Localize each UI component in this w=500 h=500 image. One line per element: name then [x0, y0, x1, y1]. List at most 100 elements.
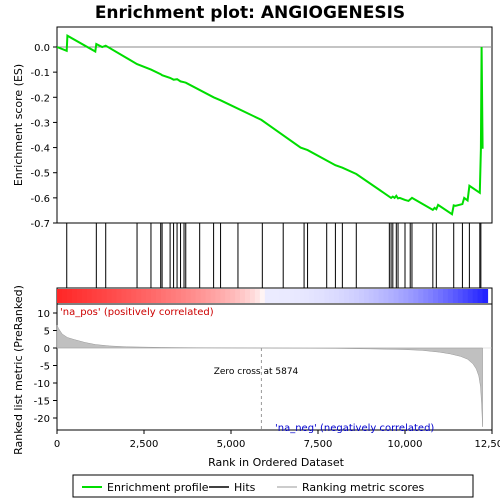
- color-bar-segment: [344, 289, 350, 303]
- color-bar-segment: [408, 289, 414, 303]
- color-bar-segment: [210, 289, 216, 303]
- color-bar-segment: [175, 289, 182, 303]
- color-bar-segment: [428, 289, 434, 303]
- color-bar-segment: [433, 289, 439, 303]
- color-bar-segment: [289, 289, 296, 303]
- rank-panel-frame: [56, 303, 493, 431]
- color-bar-segment: [131, 289, 137, 303]
- color-bar-segment: [274, 289, 281, 303]
- color-bar-segment: [477, 289, 484, 303]
- color-bar-segment: [215, 289, 221, 303]
- color-bar-segment: [358, 289, 365, 303]
- color-bar-segment: [81, 289, 88, 303]
- color-bar-segment: [462, 289, 469, 303]
- color-bar-segment: [388, 289, 395, 303]
- rank-ytick-label: 0: [44, 344, 50, 355]
- color-bar-segment: [116, 289, 122, 303]
- color-bar-segment: [66, 289, 73, 303]
- color-bar-segment: [279, 289, 286, 303]
- color-bar-segment: [418, 289, 424, 303]
- color-bar-segment: [413, 289, 419, 303]
- color-bar-segment: [457, 289, 464, 303]
- color-bar-segment: [126, 289, 132, 303]
- color-bar-segment: [86, 289, 93, 303]
- color-bar-segment: [443, 289, 449, 303]
- color-bar-segment: [240, 289, 246, 303]
- es-ytick-label: -0.1: [30, 68, 50, 79]
- chart-title: Enrichment plot: ANGIOGENESIS: [95, 3, 405, 23]
- color-bar-segment: [403, 289, 409, 303]
- color-bar-segment: [57, 289, 63, 303]
- legend-enrichment-label: Enrichment profile: [107, 481, 209, 494]
- rank-xtick-label: 5,000: [217, 439, 246, 450]
- color-bar-segment: [373, 289, 380, 303]
- rank-xtick-label: 10,000: [388, 439, 423, 450]
- color-bar-segment: [482, 289, 489, 303]
- enrichment-profile-line: [56, 34, 484, 216]
- color-bar-segment: [96, 289, 103, 303]
- color-bar-segment: [235, 289, 241, 303]
- color-bar-segment: [264, 289, 271, 303]
- rank-xtick-label: 2,500: [130, 439, 159, 450]
- color-bar-segment: [383, 289, 390, 303]
- color-bar-segment: [368, 289, 375, 303]
- color-bar-segment: [165, 289, 172, 303]
- color-bar-segment: [294, 289, 301, 303]
- color-bar-segment: [339, 289, 345, 303]
- rank-ytick-label: 5: [44, 327, 50, 338]
- es-ytick-label: -0.5: [30, 169, 50, 180]
- color-bar-segment: [170, 289, 177, 303]
- rank-ylabel: Ranked list metric (PreRanked): [12, 285, 25, 455]
- color-bar-segment: [299, 289, 305, 303]
- color-bar-segment: [101, 289, 108, 303]
- color-bar-segment: [423, 289, 429, 303]
- color-bar-segment: [254, 289, 261, 303]
- color-bar-segment: [304, 289, 310, 303]
- zero-cross-label: Zero cross at 5874: [214, 367, 299, 377]
- color-bar-segment: [106, 289, 112, 303]
- rank-ytick-label: 10: [37, 309, 50, 320]
- es-ytick-label: -0.3: [30, 118, 50, 129]
- color-bar-segment: [245, 289, 251, 303]
- rank-xtick-label: 12,500: [475, 439, 500, 450]
- color-bar-segment: [309, 289, 315, 303]
- color-bar-segment: [319, 289, 325, 303]
- color-bar-segment: [329, 289, 335, 303]
- color-bar-segment: [121, 289, 127, 303]
- pos-label: 'na_pos' (positively correlated): [60, 307, 214, 318]
- color-bar-segment: [185, 289, 192, 303]
- rank-ytick-label: -10: [34, 379, 50, 390]
- neg-label: 'na_neg' (negatively correlated): [275, 423, 434, 434]
- color-bar-segment: [190, 289, 197, 303]
- color-bar-segment: [259, 289, 266, 303]
- rank-xlabel: Rank in Ordered Dataset: [208, 456, 345, 469]
- color-bar-segment: [61, 289, 68, 303]
- color-bar-segment: [334, 289, 340, 303]
- rank-ytick-label: -5: [40, 362, 50, 373]
- color-bar-segment: [393, 289, 400, 303]
- color-bar-segment: [284, 289, 291, 303]
- color-bar-segment: [250, 289, 256, 303]
- es-ytick-label: -0.2: [30, 93, 50, 104]
- rank-ytick-label: -20: [34, 414, 50, 425]
- legend-hits-label: Hits: [234, 481, 256, 494]
- rank-xtick-label: 7,500: [304, 439, 333, 450]
- color-bar-segment: [151, 289, 157, 303]
- legend-box: [72, 474, 474, 498]
- color-bar-segment: [91, 289, 98, 303]
- es-ytick-label: -0.6: [30, 194, 50, 205]
- color-bar-segment: [141, 289, 147, 303]
- es-ytick-label: -0.4: [30, 144, 50, 155]
- es-ytick-label: -0.7: [30, 219, 50, 230]
- color-bar-segment: [314, 289, 320, 303]
- color-bar-segment: [363, 289, 370, 303]
- ranking-metric-area: [56, 325, 483, 427]
- color-bar-segment: [195, 289, 202, 303]
- color-bar-segment: [467, 289, 474, 303]
- rank-xtick-label: 0: [54, 439, 60, 450]
- rank-ytick-label: -15: [34, 397, 50, 408]
- color-bar-segment: [452, 289, 459, 303]
- color-bar-segment: [398, 289, 404, 303]
- color-bar-segment: [136, 289, 142, 303]
